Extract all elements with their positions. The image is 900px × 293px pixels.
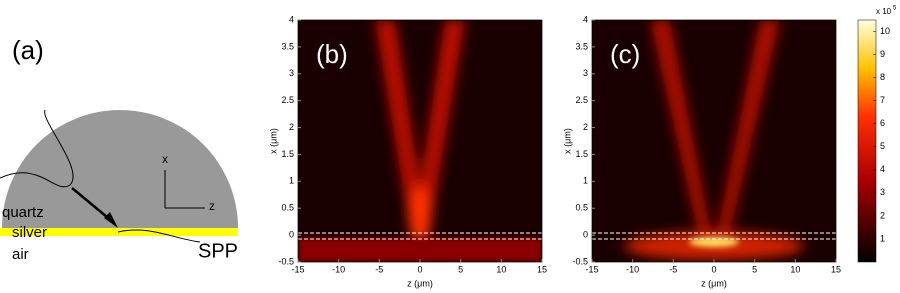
spp-label: SPP xyxy=(198,240,238,262)
colorbar-tick-label: 7 xyxy=(880,95,885,105)
y-tick-label: 1 xyxy=(583,176,588,186)
y-tick-label: 4 xyxy=(289,14,294,24)
y-tick-label: 2.5 xyxy=(575,95,588,105)
x-tick-label: 15 xyxy=(537,264,547,274)
colorbar-tick-label: 9 xyxy=(880,49,885,59)
colorbar-tick-label: 3 xyxy=(880,187,885,197)
panel-label: (c) xyxy=(610,39,640,69)
x-label: x xyxy=(162,152,168,166)
incident-wave xyxy=(0,109,74,188)
x-tick-label: -5 xyxy=(669,264,677,274)
y-tick-label: 3.5 xyxy=(575,41,588,51)
x-tick-label: 15 xyxy=(831,264,841,274)
y-tick-label: 2 xyxy=(583,122,588,132)
y-tick-label: 3 xyxy=(289,68,294,78)
heatmap-c xyxy=(592,20,836,262)
x-tick-label: -15 xyxy=(291,264,304,274)
y-tick-label: 4 xyxy=(583,14,588,24)
x-tick-label: 10 xyxy=(790,264,800,274)
y-tick-label: -0.5 xyxy=(572,256,588,266)
y-tick-label: 0 xyxy=(289,229,294,239)
x-tick-label: 0 xyxy=(417,264,422,274)
interface-lines xyxy=(298,232,836,240)
x-tick-label: -5 xyxy=(375,264,383,274)
x-tick-label: -10 xyxy=(332,264,345,274)
y-tick-label: 1 xyxy=(289,176,294,186)
heatmap-b xyxy=(298,20,542,262)
quartz-half-disc xyxy=(2,110,238,228)
y-tick-label: 0 xyxy=(583,229,588,239)
y-tick-label: 3 xyxy=(583,68,588,78)
y-tick-label: 0.5 xyxy=(281,203,294,213)
arrow-head xyxy=(104,212,118,228)
y-tick-label: 2.5 xyxy=(281,95,294,105)
diagram-a: (a) quartz silver air SPP x z xyxy=(0,35,238,263)
x-axis-label: z (μm) xyxy=(407,278,433,288)
colorbar-exponent: 5 xyxy=(893,6,897,12)
z-label: z xyxy=(209,199,215,213)
colorbar-tick-label: 8 xyxy=(880,72,885,82)
y-tick-label: 0.5 xyxy=(575,203,588,213)
y-tick-label: 3.5 xyxy=(281,41,294,51)
x-tick-label: 10 xyxy=(496,264,506,274)
y-tick-label: 2 xyxy=(289,122,294,132)
panel-label: (a) xyxy=(12,35,44,65)
colorbar-tick-label: 4 xyxy=(880,164,885,174)
panel-label: (b) xyxy=(316,39,348,69)
colorbar-tick-label: 1 xyxy=(880,233,885,243)
x-tick-label: 5 xyxy=(458,264,463,274)
air-label: air xyxy=(12,246,29,263)
colorbar-tick-label: 2 xyxy=(880,210,885,220)
y-axis-label: x (μm) xyxy=(268,128,278,154)
x-tick-label: -15 xyxy=(585,264,598,274)
spp-wave xyxy=(117,229,201,243)
colorbar-tick-label: 6 xyxy=(880,118,885,128)
x-tick-label: -10 xyxy=(626,264,639,274)
quartz-label: quartz xyxy=(2,204,44,221)
y-tick-label: 1.5 xyxy=(575,149,588,159)
x-tick-label: 0 xyxy=(711,264,716,274)
y-axis-label: x (μm) xyxy=(562,128,572,154)
colorbar-tick-label: 10 xyxy=(880,26,890,36)
colorbar-tick-label: 5 xyxy=(880,141,885,151)
colorbar xyxy=(857,19,877,263)
colorbar-title: x 10 xyxy=(876,7,892,16)
y-tick-label: 1.5 xyxy=(281,149,294,159)
silver-label: silver xyxy=(12,224,47,241)
x-axis-label: z (μm) xyxy=(701,278,727,288)
x-tick-label: 5 xyxy=(752,264,757,274)
y-tick-label: -0.5 xyxy=(278,256,294,266)
